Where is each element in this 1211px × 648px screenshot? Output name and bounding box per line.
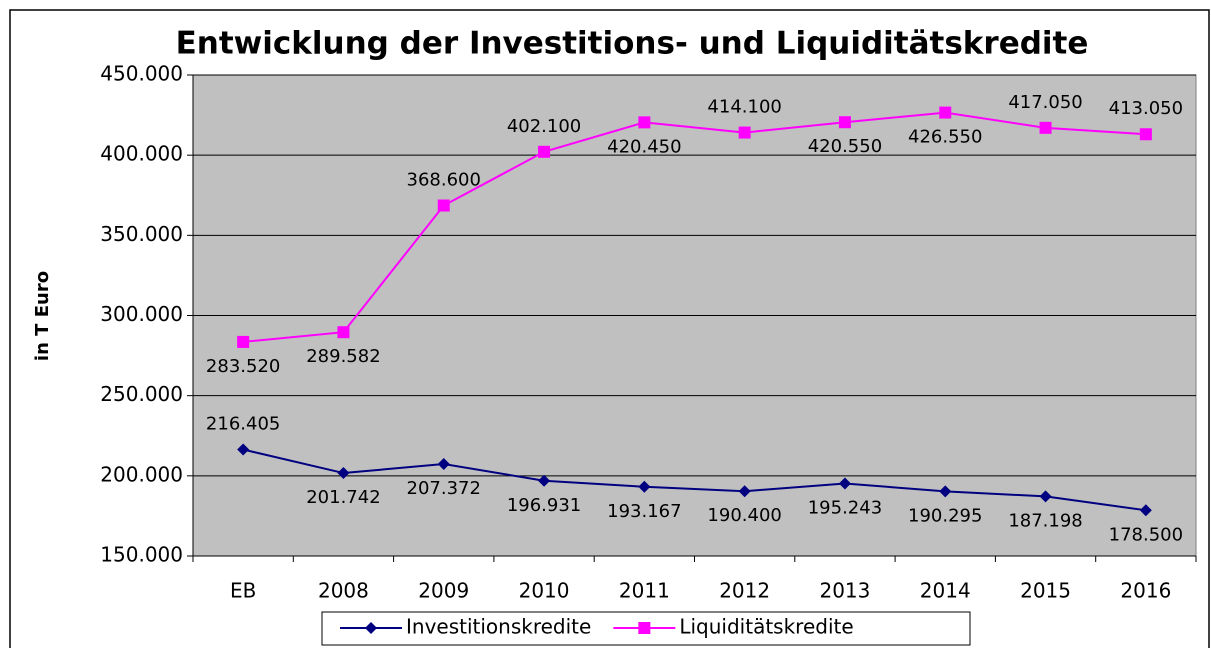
marker bbox=[1139, 504, 1152, 517]
marker bbox=[337, 326, 350, 339]
y-axis-label: in T Euro bbox=[32, 271, 53, 361]
data-label: 283.520 bbox=[206, 356, 280, 377]
data-label: 195.243 bbox=[808, 497, 882, 518]
data-label: 414.100 bbox=[707, 97, 781, 118]
marker bbox=[838, 116, 851, 129]
marker bbox=[337, 467, 350, 480]
marker bbox=[1039, 121, 1052, 134]
x-tick-label: 2009 bbox=[418, 579, 469, 603]
data-label: 420.550 bbox=[808, 136, 882, 157]
data-label: 187.198 bbox=[1008, 510, 1082, 531]
marker bbox=[237, 335, 250, 348]
data-label: 402.100 bbox=[507, 116, 581, 137]
legend-label: Investitionskredite bbox=[406, 615, 591, 639]
data-label: 216.405 bbox=[206, 414, 280, 435]
data-label: 207.372 bbox=[407, 478, 481, 499]
marker bbox=[738, 485, 751, 498]
marker bbox=[538, 145, 551, 158]
data-label: 193.167 bbox=[607, 501, 681, 522]
marker bbox=[1039, 490, 1052, 503]
marker bbox=[838, 477, 851, 490]
y-tick-label: 250.000 bbox=[100, 382, 183, 406]
legend: Investitionskredite Liquiditätskredite bbox=[321, 611, 971, 646]
x-tick-label: 2016 bbox=[1120, 579, 1171, 603]
marker bbox=[638, 116, 651, 129]
data-label: 178.500 bbox=[1109, 524, 1183, 545]
x-tick-label: 2014 bbox=[920, 579, 971, 603]
series-line bbox=[242, 448, 1146, 512]
marker bbox=[939, 106, 952, 119]
marker bbox=[1139, 128, 1152, 141]
marker bbox=[538, 474, 551, 487]
marker bbox=[437, 199, 450, 212]
data-label: 413.050 bbox=[1109, 98, 1183, 119]
data-label: 190.295 bbox=[908, 505, 982, 526]
y-tick-label: 400.000 bbox=[100, 142, 183, 166]
x-tick-label: EB bbox=[230, 579, 256, 603]
y-tick-label: 450.000 bbox=[100, 62, 183, 86]
marker bbox=[939, 485, 952, 498]
x-tick-label: 2013 bbox=[819, 579, 870, 603]
marker bbox=[365, 622, 377, 634]
y-tick-label: 150.000 bbox=[100, 543, 183, 567]
marker bbox=[237, 443, 250, 456]
data-label: 368.600 bbox=[407, 170, 481, 191]
data-label: 190.400 bbox=[707, 505, 781, 526]
x-tick-label: 2012 bbox=[719, 579, 770, 603]
x-tick-label: 2011 bbox=[619, 579, 670, 603]
series-line bbox=[243, 111, 1146, 343]
marker bbox=[437, 458, 450, 471]
data-label: 201.742 bbox=[306, 487, 380, 508]
marker bbox=[638, 622, 651, 634]
chart-title: Entwicklung der Investitions- und Liquid… bbox=[176, 26, 1089, 62]
legend-label: Liquiditätskredite bbox=[679, 615, 853, 639]
y-tick-label: 350.000 bbox=[100, 222, 183, 246]
marker bbox=[638, 480, 651, 493]
x-tick-label: 2010 bbox=[519, 579, 570, 603]
x-tick-label: 2008 bbox=[318, 579, 369, 603]
marker bbox=[738, 126, 751, 139]
y-tick-label: 300.000 bbox=[100, 302, 183, 326]
data-label: 426.550 bbox=[908, 127, 982, 148]
data-label: 420.450 bbox=[607, 136, 681, 157]
data-label: 289.582 bbox=[306, 346, 380, 367]
data-label: 196.931 bbox=[507, 495, 581, 516]
data-label: 417.050 bbox=[1008, 92, 1082, 113]
x-tick-label: 2015 bbox=[1020, 579, 1071, 603]
y-tick-label: 200.000 bbox=[100, 462, 183, 486]
